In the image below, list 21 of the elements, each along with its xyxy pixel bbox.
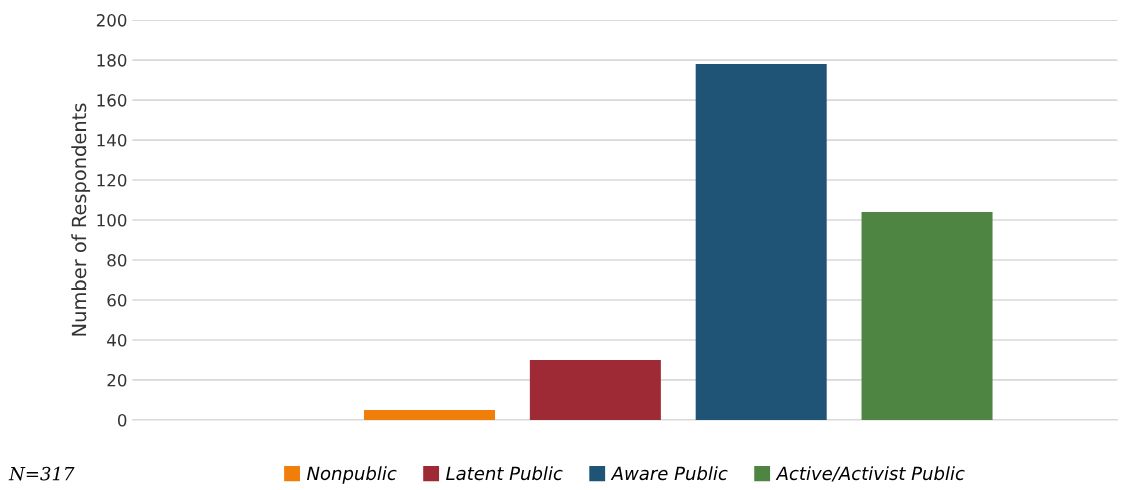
bar — [861, 212, 993, 420]
y-tick-label: 120 — [97, 173, 127, 187]
y-tick-label: 100 — [97, 213, 127, 227]
y-tick-label: 160 — [97, 94, 127, 107]
y-tick-label: 0 — [117, 413, 127, 427]
y-tick-label: 80 — [107, 253, 127, 267]
legend-label: Nonpublic — [306, 466, 397, 484]
y-tick-label: 200 — [96, 14, 127, 27]
legend-label: Aware Public — [610, 466, 728, 481]
legend-label: Latent Public — [446, 466, 563, 481]
bar — [364, 409, 496, 420]
y-tick-label: 140 — [97, 134, 127, 147]
y-tick-label: 20 — [107, 373, 127, 387]
y-tick-label: 40 — [107, 333, 127, 347]
y-axis-title: Number of Respondents — [71, 103, 91, 336]
y-tick-label: 60 — [107, 293, 127, 307]
text: N=317 — [8, 466, 75, 481]
legend-label: Active/Activist Public — [775, 466, 965, 482]
bar — [695, 64, 827, 420]
y-tick-label: 180 — [97, 54, 127, 67]
bar — [529, 359, 661, 420]
